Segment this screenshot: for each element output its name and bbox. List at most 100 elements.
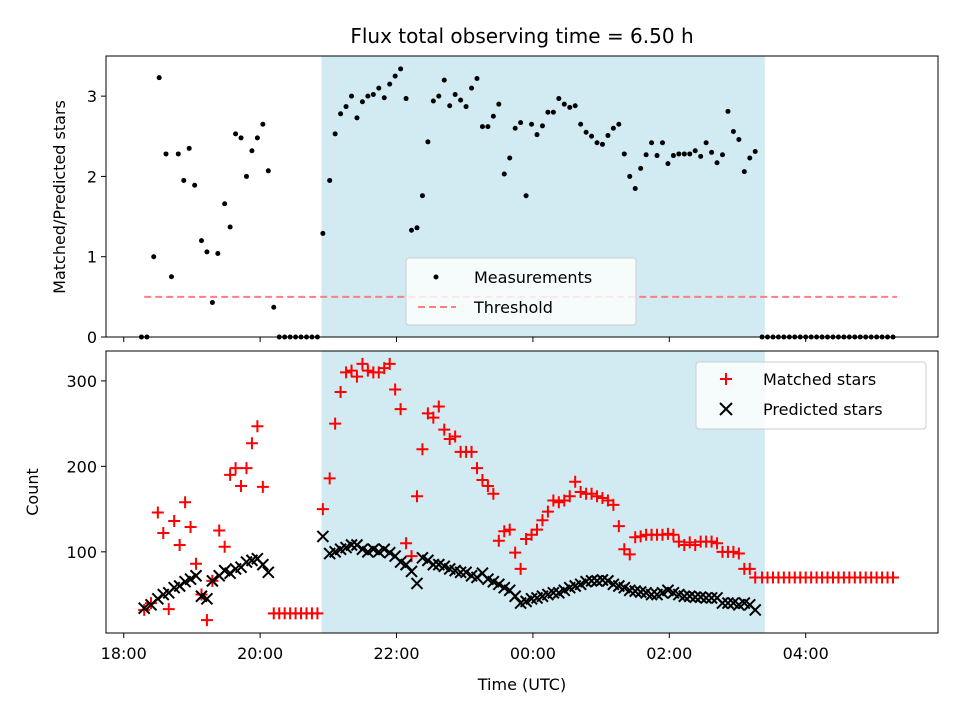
measurement-point xyxy=(338,111,344,117)
measurement-point xyxy=(181,177,187,183)
matched-star-point xyxy=(410,490,423,503)
predicted-star-point xyxy=(405,565,418,578)
bottom-plot-frame xyxy=(105,350,939,634)
matched-star-point xyxy=(547,494,560,507)
measurement-point xyxy=(198,238,204,244)
matched-star-point xyxy=(162,603,175,616)
measurement-point xyxy=(381,95,387,101)
measurement-point xyxy=(605,132,611,138)
predicted-star-point xyxy=(427,558,440,571)
predicted-star-point xyxy=(459,566,473,579)
matched-star-point xyxy=(498,525,511,538)
matched-star-point xyxy=(509,546,522,559)
matched-star-point xyxy=(251,420,264,433)
matched-star-point xyxy=(427,411,440,424)
bottom-ticks: 100 200 300 18:00 20:00 22:00 00:00 02:00 04:00 xyxy=(66,372,828,663)
legend-matched-label: Matched stars xyxy=(763,370,876,389)
measurement-point xyxy=(752,149,758,155)
bottom-ytick-label: 100 xyxy=(66,543,97,562)
measurement-point xyxy=(594,140,600,146)
measurement-point xyxy=(414,225,420,231)
matched-star-point xyxy=(683,536,696,549)
predicted-star-point xyxy=(678,590,691,603)
matched-star-point xyxy=(465,445,478,458)
measurement-point xyxy=(730,128,736,134)
measurement-point xyxy=(561,101,567,107)
matched-star-point xyxy=(316,503,329,516)
matched-star-point xyxy=(569,475,582,488)
measurement-point xyxy=(332,131,338,137)
matched-star-point xyxy=(574,486,587,498)
matched-star-point xyxy=(394,403,407,416)
measurement-point xyxy=(616,121,622,127)
matched-star-point xyxy=(607,498,620,511)
measurement-point xyxy=(209,299,215,305)
top-ytick-label: 3 xyxy=(87,87,97,106)
predicted-stars-points xyxy=(137,530,762,617)
measurement-point xyxy=(529,121,535,127)
matched-star-point xyxy=(438,423,451,436)
matched-star-point xyxy=(667,528,680,541)
measurement-point xyxy=(485,124,491,130)
measurement-point xyxy=(222,201,228,207)
matched-star-point xyxy=(157,527,170,540)
predicted-star-point xyxy=(454,566,467,579)
matched-star-point xyxy=(591,490,604,503)
measurement-point xyxy=(676,151,682,157)
measurement-point xyxy=(186,145,192,151)
matched-star-point xyxy=(514,562,527,575)
measurement-point xyxy=(398,66,404,72)
matched-star-point xyxy=(596,491,609,504)
predicted-star-point xyxy=(699,591,713,605)
matched-star-point xyxy=(886,571,899,584)
top-ytick-label: 2 xyxy=(87,167,97,186)
measurement-point xyxy=(572,103,578,109)
matched-star-point xyxy=(334,386,347,399)
matched-star-point xyxy=(634,530,647,543)
matched-star-point xyxy=(389,383,402,396)
predicted-star-point xyxy=(410,577,424,590)
measurement-point xyxy=(343,104,349,110)
matched-star-point xyxy=(563,490,576,503)
measurement-point xyxy=(512,125,518,131)
matched-star-point xyxy=(536,514,549,527)
measurement-point xyxy=(627,173,633,179)
top-legend-box xyxy=(405,257,637,326)
measurement-point xyxy=(725,108,731,114)
predicted-star-point xyxy=(206,574,219,588)
measurement-point xyxy=(271,304,277,310)
matched-star-point xyxy=(618,543,631,556)
measurement-points xyxy=(138,66,896,340)
measurement-point xyxy=(430,98,436,104)
measurement-point xyxy=(204,249,210,255)
matched-star-point xyxy=(229,462,242,475)
matched-star-point xyxy=(470,462,483,475)
matched-star-point xyxy=(323,472,336,485)
matched-star-point xyxy=(492,534,505,547)
bottom-legend: Matched stars Predicted stars xyxy=(695,361,927,430)
matched-star-point xyxy=(432,400,445,413)
measurement-point xyxy=(441,77,447,83)
top-ytick-label: 1 xyxy=(87,248,97,267)
measurement-point xyxy=(265,168,271,174)
bottom-shaded-region xyxy=(321,351,765,633)
measurement-point xyxy=(665,161,671,167)
matched-star-point xyxy=(541,505,554,518)
measurement-point xyxy=(359,99,365,105)
matched-star-point xyxy=(711,537,724,550)
measurement-point xyxy=(175,151,181,157)
measurement-point xyxy=(215,251,221,257)
measurement-point xyxy=(387,81,393,87)
legend-measurements-marker xyxy=(433,274,439,280)
measurement-point xyxy=(567,104,573,110)
predicted-star-point xyxy=(256,558,270,571)
matched-star-point xyxy=(481,480,494,493)
measurement-point xyxy=(392,73,398,79)
matched-star-point xyxy=(623,548,636,561)
measurement-point xyxy=(320,230,326,236)
measurement-point xyxy=(490,113,496,119)
bottom-xtick-label: 20:00 xyxy=(237,644,283,663)
matched-star-point xyxy=(311,607,324,620)
